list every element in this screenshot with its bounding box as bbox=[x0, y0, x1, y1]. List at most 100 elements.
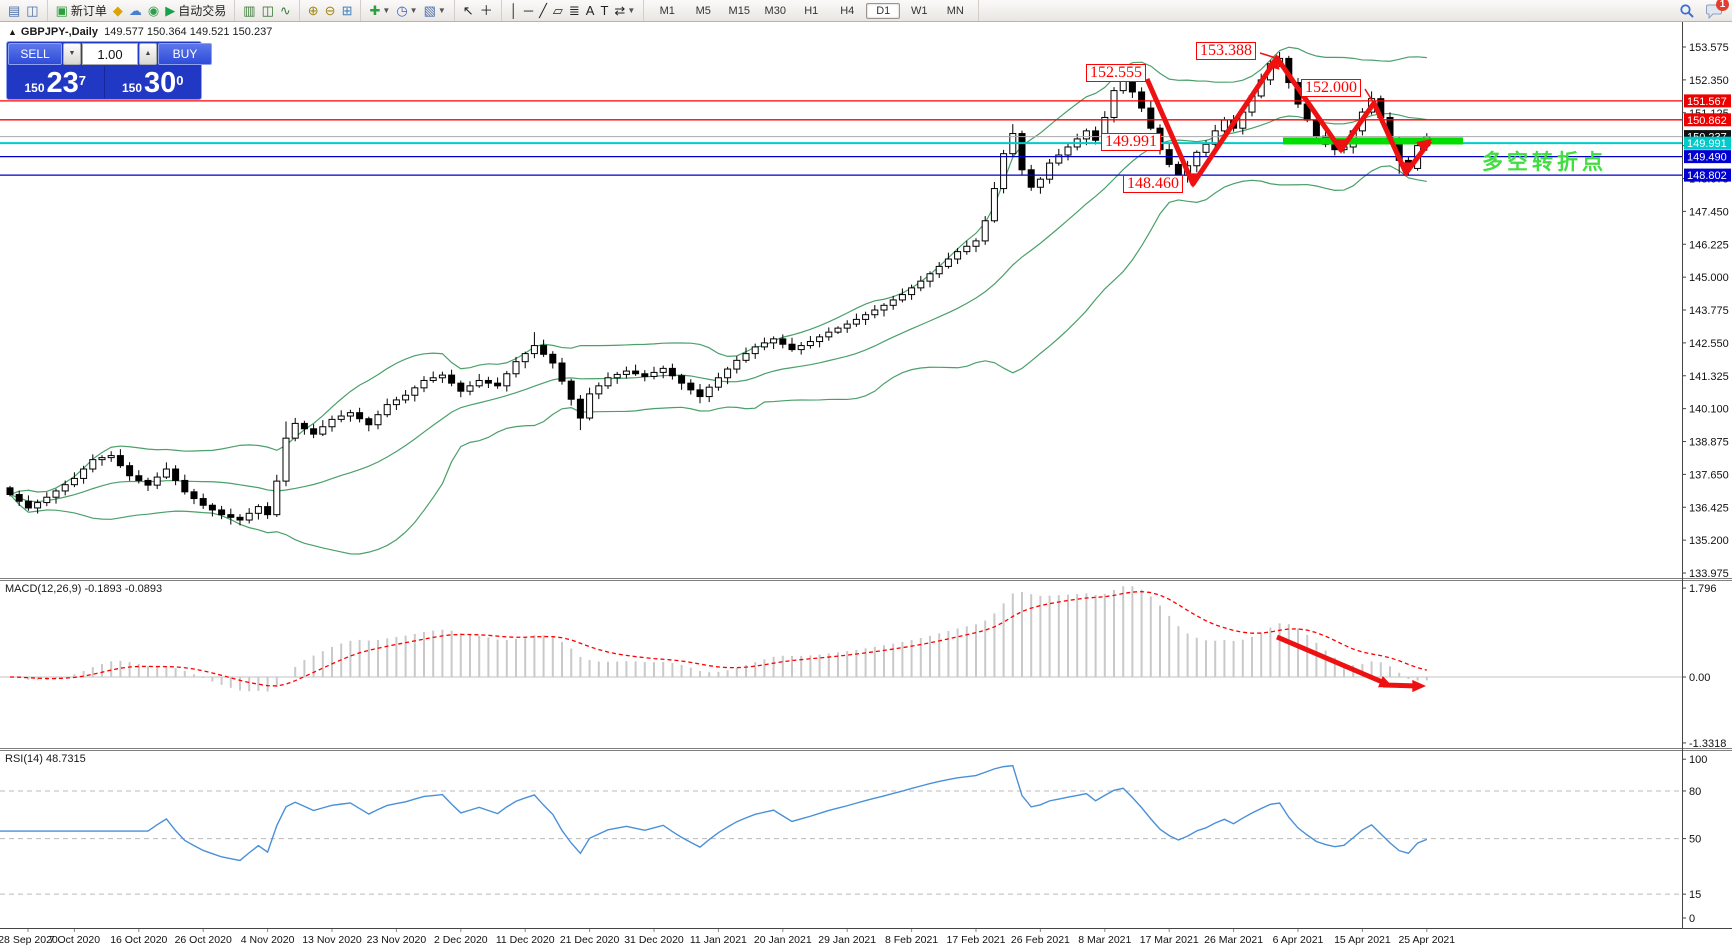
timeframe-d1[interactable]: D1 bbox=[866, 2, 901, 19]
chat-icon[interactable]: 1 bbox=[1706, 0, 1729, 19]
timeframe-h1[interactable]: H1 bbox=[804, 4, 819, 17]
svg-text:141.325: 141.325 bbox=[1689, 371, 1729, 383]
macd-red-arrow[interactable] bbox=[1276, 634, 1426, 693]
svg-text:149.991: 149.991 bbox=[1687, 138, 1727, 150]
timeframe-h4[interactable]: H4 bbox=[840, 4, 855, 17]
candlestick-icon: ◫ bbox=[261, 3, 274, 18]
price-callout-label[interactable]: 148.460 bbox=[1123, 175, 1183, 193]
toolbar-group: ▥ ◫ ∿ bbox=[235, 0, 300, 21]
trendline-icon[interactable]: ╱ bbox=[539, 2, 547, 19]
bull-bear-turning-point-annotation[interactable]: 多空转折点 bbox=[1482, 151, 1607, 174]
fibonacci-icon[interactable]: ≣ bbox=[569, 2, 580, 19]
line-chart-icon[interactable]: ∿ bbox=[280, 2, 291, 19]
horizontal-line-icon[interactable]: ─ bbox=[524, 2, 533, 19]
buy-price[interactable]: 150 30 0 bbox=[105, 66, 202, 98]
volume-input[interactable] bbox=[82, 43, 138, 65]
timeframe-mn[interactable]: MN bbox=[946, 4, 964, 17]
toolbar-group: │ ─ ╱ ▱ ≣ A T ⇄ ▼ bbox=[502, 0, 645, 21]
cursor-icon[interactable]: ↖ bbox=[463, 2, 474, 19]
svg-text:133.975: 133.975 bbox=[1689, 568, 1729, 580]
rsi-indicator bbox=[0, 764, 1428, 862]
text-label-icon[interactable]: T bbox=[600, 2, 608, 19]
indicators-icon[interactable]: ✚ ▼ bbox=[369, 2, 390, 19]
templates-icon-dropdown[interactable]: ▼ bbox=[437, 6, 446, 15]
price-callout-label[interactable]: 152.555 bbox=[1086, 64, 1146, 82]
candlestick-icon[interactable]: ◫ bbox=[262, 2, 274, 19]
sell-button[interactable]: SELL bbox=[8, 43, 62, 65]
periods-icon-dropdown[interactable]: ▼ bbox=[409, 6, 418, 15]
vertical-line-icon[interactable]: │ bbox=[510, 2, 518, 19]
text-icon: A bbox=[585, 3, 595, 18]
price-badge bbox=[1684, 150, 1731, 164]
svg-text:17 Feb 2021: 17 Feb 2021 bbox=[947, 934, 1006, 946]
channel-icon: ▱ bbox=[552, 3, 563, 18]
line-chart-icon: ∿ bbox=[279, 3, 291, 18]
timeframe-m30[interactable]: M30 bbox=[764, 4, 786, 17]
indicators-icon-dropdown[interactable]: ▼ bbox=[382, 6, 391, 15]
green-support-bar[interactable] bbox=[1283, 137, 1463, 145]
bar-chart-icon[interactable]: ▥ bbox=[243, 2, 255, 19]
text-icon[interactable]: A bbox=[586, 2, 595, 19]
timeframe-m15[interactable]: M15 bbox=[728, 4, 750, 17]
svg-text:26 Oct 2020: 26 Oct 2020 bbox=[175, 934, 232, 946]
price-axis[interactable]: 153.575152.350151.125149.900148.675147.4… bbox=[1682, 42, 1731, 925]
history-center-icon[interactable]: ◆ bbox=[113, 2, 123, 19]
svg-text:135.200: 135.200 bbox=[1689, 535, 1729, 547]
svg-text:0.00: 0.00 bbox=[1689, 672, 1710, 684]
sell-price-pips: 23 bbox=[46, 67, 79, 99]
timeframe-toolbar: M1 M5 M15 M30 H1 H4 D1 W1 MN bbox=[644, 0, 980, 21]
timeframe-m1[interactable]: M1 bbox=[659, 4, 675, 17]
search-icon[interactable] bbox=[1679, 2, 1695, 19]
timeframe-w1[interactable]: W1 bbox=[911, 4, 928, 17]
new-order-icon[interactable]: ▣ 新订单 bbox=[56, 2, 107, 19]
community-icon[interactable]: ☁ bbox=[129, 2, 142, 19]
crosshair-icon[interactable]: ＋ bbox=[480, 2, 493, 19]
buy-button[interactable]: BUY bbox=[158, 43, 212, 65]
price-callout-label[interactable]: 153.388 bbox=[1196, 42, 1256, 60]
text-label-icon: T bbox=[600, 3, 609, 18]
zoom-out-icon[interactable]: ⊖ bbox=[325, 2, 336, 19]
svg-text:20 Jan 2021: 20 Jan 2021 bbox=[754, 934, 812, 946]
templates-icon[interactable]: ▧ ▼ bbox=[424, 2, 446, 19]
timeframe-m5[interactable]: M5 bbox=[695, 4, 711, 17]
notification-badge: 1 bbox=[1716, 0, 1729, 11]
history-center-icon: ◆ bbox=[112, 3, 123, 18]
volume-increase-button[interactable]: ▲ bbox=[139, 43, 157, 65]
svg-text:31 Dec 2020: 31 Dec 2020 bbox=[624, 934, 684, 946]
candles bbox=[6, 52, 1431, 526]
macd-indicator bbox=[9, 586, 1428, 692]
svg-text:23 Nov 2020: 23 Nov 2020 bbox=[367, 934, 427, 946]
buy-price-pipette: 0 bbox=[176, 73, 184, 88]
arrows-icon[interactable]: ⇄ ▼ bbox=[614, 2, 635, 19]
volume-decrease-button[interactable]: ▼ bbox=[63, 43, 81, 65]
profiles-icon[interactable]: ◫ bbox=[26, 2, 38, 19]
svg-text:26 Feb 2021: 26 Feb 2021 bbox=[1011, 934, 1070, 946]
svg-text:152.350: 152.350 bbox=[1689, 75, 1729, 87]
cursor-icon: ↖ bbox=[462, 3, 474, 18]
svg-text:15: 15 bbox=[1689, 889, 1701, 901]
price-badge bbox=[1684, 113, 1731, 127]
zigzag-trend-arrows[interactable] bbox=[1144, 54, 1432, 188]
autotrading-icon[interactable]: ▶ 自动交易 bbox=[165, 2, 226, 19]
tile-windows-icon[interactable]: ⊞ bbox=[342, 2, 353, 19]
toolbar-group: ↖ ＋ bbox=[455, 0, 502, 21]
market-icon[interactable]: ◉ bbox=[148, 2, 159, 19]
arrows-icon-dropdown[interactable]: ▼ bbox=[627, 6, 636, 15]
zoom-in-icon[interactable]: ⊕ bbox=[308, 2, 319, 19]
indicators-icon: ✚ bbox=[369, 3, 381, 18]
price-callout-label[interactable]: 152.000 bbox=[1301, 79, 1361, 97]
sell-price[interactable]: 150 23 7 bbox=[7, 66, 105, 98]
svg-text:11 Dec 2020: 11 Dec 2020 bbox=[496, 934, 555, 946]
symbol-header: ▲ GBPJPY-,Daily 149.577 150.364 149.521 1… bbox=[8, 26, 272, 38]
svg-text:-1.3318: -1.3318 bbox=[1689, 738, 1726, 750]
channel-icon[interactable]: ▱ bbox=[553, 2, 563, 19]
svg-text:153.575: 153.575 bbox=[1689, 42, 1729, 54]
profiles-icon: ◫ bbox=[26, 3, 39, 18]
periods-icon[interactable]: ◷ ▼ bbox=[396, 2, 417, 19]
price-callout-label[interactable]: 149.991 bbox=[1101, 133, 1161, 151]
svg-text:26 Mar 2021: 26 Mar 2021 bbox=[1204, 934, 1263, 946]
collapse-panel-icon[interactable]: ▲ bbox=[8, 27, 17, 37]
new-chart-icon[interactable]: ▤ bbox=[8, 2, 20, 19]
